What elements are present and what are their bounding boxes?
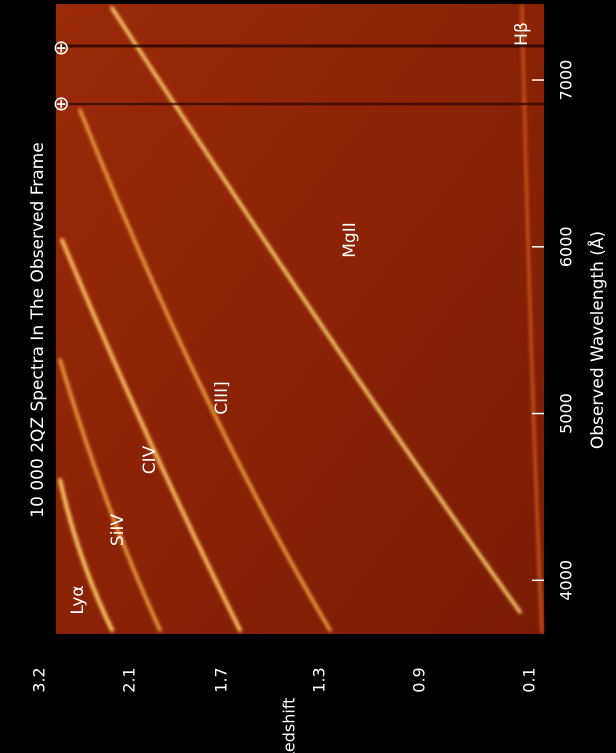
- chart-title: 10 000 2QZ Spectra In The Observed Frame: [28, 142, 48, 517]
- y-tick-label: 6000: [557, 226, 576, 267]
- spectra-image: [56, 4, 544, 634]
- y-axis-label: Observed Wavelength (Å): [586, 231, 608, 449]
- y-tick-label: 7000: [557, 60, 576, 101]
- x-tick-label: 1.7: [212, 667, 231, 692]
- line-label: SiIV: [108, 514, 128, 547]
- x-tick-label: 1.3: [310, 667, 329, 692]
- x-tick-label: 2.1: [120, 667, 139, 692]
- line-label: Hβ: [512, 22, 532, 46]
- y-tick-label: 5000: [557, 393, 576, 434]
- line-label: Lyα: [68, 585, 88, 614]
- y-tick-label: 4000: [557, 560, 576, 601]
- line-label: CIII]: [212, 381, 232, 415]
- x-axis-label: Redshift: [280, 698, 299, 753]
- line-label: ⊕: [49, 40, 73, 57]
- x-tick-label: 0.1: [520, 667, 539, 692]
- x-tick-label: 3.2: [30, 667, 49, 692]
- line-label: CIV: [140, 445, 160, 474]
- x-tick-label: 0.9: [410, 667, 429, 692]
- line-label: ⊕: [49, 96, 73, 113]
- line-label: MgII: [340, 222, 360, 258]
